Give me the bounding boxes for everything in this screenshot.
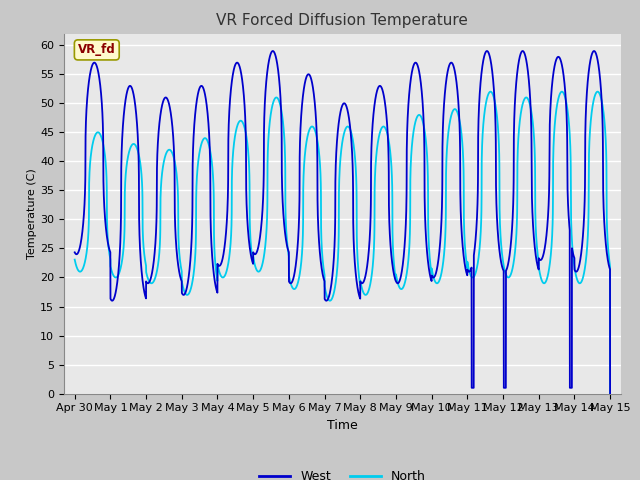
North [477,220,485,226]
Y-axis label: Temperature (C): Temperature (C) [28,168,37,259]
North [253,267,260,273]
North [462,256,470,262]
West [584,81,591,86]
Text: VR_fd: VR_fd [78,43,116,56]
West [577,252,585,258]
North [577,280,585,286]
West [324,296,332,302]
West [606,391,614,396]
West [590,48,598,54]
Legend: West, North: West, North [254,465,431,480]
North [324,296,332,302]
West [71,250,79,255]
North [584,238,591,244]
North [71,257,79,263]
Line: West: West [75,51,610,394]
Title: VR Forced Diffusion Temperature: VR Forced Diffusion Temperature [216,13,468,28]
Line: North: North [75,92,610,394]
West [477,73,485,79]
X-axis label: Time: Time [327,419,358,432]
North [594,89,602,95]
West [462,268,470,274]
North [606,391,614,396]
West [253,250,260,255]
